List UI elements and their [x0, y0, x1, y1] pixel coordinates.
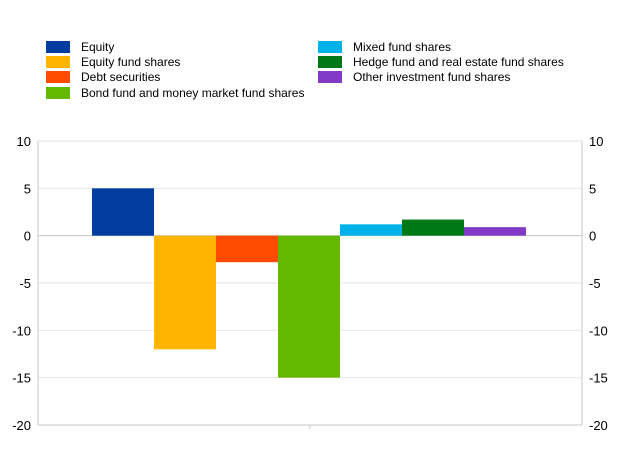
legend-label-6: Hedge fund and real estate fund shares: [353, 55, 564, 69]
bar-5: [340, 224, 402, 236]
right-y-tick-label: -15: [589, 371, 608, 386]
legend-swatch-6: [318, 56, 342, 68]
left-y-tick-label: -5: [19, 276, 31, 291]
left-y-tick-label: 0: [24, 229, 31, 244]
left-y-tick-label: -15: [12, 371, 31, 386]
legend-swatch-1: [46, 41, 70, 53]
legend-swatch-7: [318, 71, 342, 83]
legend-label-7: Other investment fund shares: [353, 70, 510, 84]
right-y-tick-label: -20: [589, 418, 608, 433]
right-y-tick-label: 0: [589, 229, 596, 244]
left-y-tick-label: 5: [24, 181, 31, 196]
bars: [92, 188, 526, 378]
right-y-tick-label: 10: [589, 134, 603, 149]
right-y-tick-label: -10: [589, 323, 608, 338]
right-y-tick-labels: 10 5 0 -5 -10 -15 -20: [589, 134, 608, 433]
bar-6: [402, 219, 464, 236]
legend-label-5: Mixed fund shares: [353, 40, 451, 54]
legend-swatch-3: [46, 71, 70, 83]
right-y-tick-label: 5: [589, 181, 596, 196]
legend-swatch-4: [46, 87, 70, 99]
legend-swatch-2: [46, 56, 70, 68]
left-y-tick-labels: 10 5 0 -5 -10 -15 -20: [12, 134, 31, 433]
legend-label-4: Bond fund and money market fund shares: [81, 86, 304, 100]
legend-swatch-5: [318, 41, 342, 53]
legend-label-1: Equity: [81, 40, 114, 54]
legend-label-2: Equity fund shares: [81, 55, 180, 69]
bar-3: [216, 235, 278, 263]
bar-7: [464, 227, 526, 236]
left-y-tick-label: 10: [17, 134, 31, 149]
right-y-tick-label: -5: [589, 276, 601, 291]
left-y-tick-label: -20: [12, 418, 31, 433]
bar-4: [278, 235, 340, 378]
bar-1: [92, 188, 154, 236]
left-y-tick-label: -10: [12, 323, 31, 338]
bar-2: [154, 235, 216, 350]
legend-label-3: Debt securities: [81, 70, 160, 84]
